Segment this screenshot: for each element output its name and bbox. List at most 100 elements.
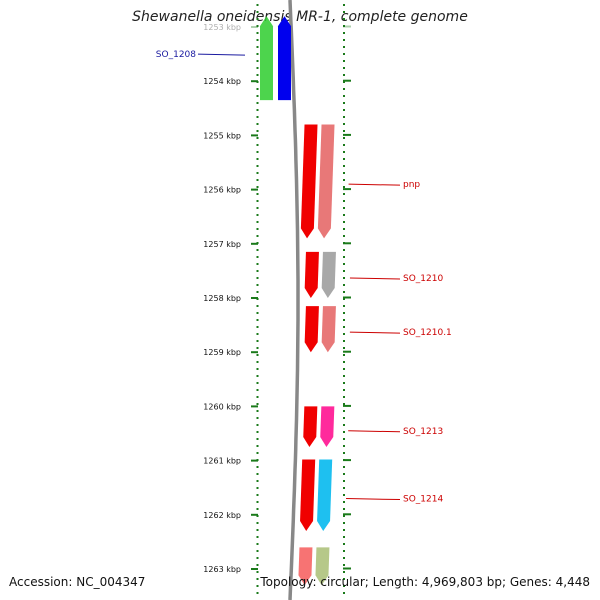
genome-backbone <box>288 0 300 600</box>
left-rail-dot <box>256 88 259 90</box>
left-rail-dot <box>256 67 259 69</box>
right-rail-dot <box>343 179 345 181</box>
right-rail-dot <box>343 95 345 97</box>
gene-feature-arrow <box>303 406 318 448</box>
right-rail-dot <box>343 557 345 559</box>
left-rail-dot <box>256 410 259 412</box>
left-rail-dot <box>256 130 259 132</box>
right-rail-dot <box>343 473 345 475</box>
left-rail-dot <box>256 368 259 370</box>
left-rail-dot <box>256 585 259 587</box>
right-rail-dot <box>343 396 345 398</box>
right-rail-dot <box>343 536 345 538</box>
right-rail-dot <box>343 487 345 489</box>
left-rail-dot <box>256 494 259 496</box>
cds-feature-arrow <box>315 547 330 586</box>
left-rail-dot <box>256 529 259 531</box>
gene-label: SO_1214 <box>403 495 443 505</box>
right-rail-dot <box>343 501 345 503</box>
left-rail-dot <box>256 284 259 286</box>
left-rail-dot <box>256 193 259 195</box>
right-rail-dot <box>343 74 345 76</box>
left-rail-dot <box>256 375 259 377</box>
right-rail-dot <box>343 81 345 83</box>
gene-label: SO_1210 <box>403 274 443 284</box>
left-rail-dot <box>256 291 259 293</box>
right-rail-dot <box>343 39 345 41</box>
gene-feature-arrow <box>300 459 316 532</box>
gene-feature-arrow <box>298 547 313 586</box>
left-rail-dot <box>256 165 259 167</box>
right-rail-dot <box>343 333 345 335</box>
ruler-tick-label: 1255 kbp <box>203 131 241 140</box>
gene-feature-arrow <box>304 306 319 353</box>
left-rail-dot <box>256 46 259 48</box>
right-rail-dot <box>343 172 345 174</box>
left-rail-dot <box>256 32 259 34</box>
cds-feature-arrow <box>317 459 333 532</box>
left-rail-dot <box>256 508 259 510</box>
right-rail-dot <box>343 228 345 230</box>
left-rail-dot <box>256 326 259 328</box>
right-rail-dot <box>343 32 345 34</box>
right-rail-dot <box>343 389 345 391</box>
left-rail-dot <box>256 340 259 342</box>
left-rail-dot <box>256 102 259 104</box>
right-rail-dot <box>343 508 345 510</box>
right-rail-dot <box>343 284 345 286</box>
left-rail-dot <box>256 158 259 160</box>
left-rail-dot <box>256 60 259 62</box>
left-rail-dot <box>256 74 259 76</box>
left-rail-dot <box>256 564 259 566</box>
left-rail-dot <box>256 270 259 272</box>
left-rail-dot <box>256 179 259 181</box>
right-rail-dot <box>343 109 345 111</box>
left-rail-dot <box>256 431 259 433</box>
right-rail-dot <box>343 571 345 573</box>
ruler-tick-label: 1261 kbp <box>203 457 241 466</box>
ruler-tick-label: 1256 kbp <box>203 186 241 195</box>
left-rail-dot <box>256 123 259 125</box>
right-rail-dot <box>343 340 345 342</box>
right-rail-dot <box>343 417 345 419</box>
left-rail-dot <box>256 228 259 230</box>
right-rail-dot <box>343 431 345 433</box>
right-rail-dot <box>343 256 345 258</box>
left-rail-dot <box>256 4 259 6</box>
left-rail-dot <box>256 144 259 146</box>
left-rail-dot <box>256 305 259 307</box>
right-rail-dot <box>343 249 345 251</box>
left-rail-dot <box>256 39 259 41</box>
right-rail-dot <box>343 480 345 482</box>
left-rail-dot <box>256 200 259 202</box>
ruler-tick-label: 1260 kbp <box>203 402 241 411</box>
left-rail-dot <box>256 382 259 384</box>
right-rail-dot <box>343 375 345 377</box>
left-rail-dot <box>256 333 259 335</box>
right-rail-dot <box>343 116 345 118</box>
right-rail-dot <box>343 312 345 314</box>
right-rail-dot <box>343 522 345 524</box>
left-rail-dot <box>256 578 259 580</box>
gene-label: SO_1210.1 <box>403 328 452 338</box>
right-rail-dot <box>343 382 345 384</box>
right-rail-dot <box>343 410 345 412</box>
right-rail-dot <box>343 235 345 237</box>
left-rail-dot <box>256 424 259 426</box>
right-rail-dot <box>343 578 345 580</box>
right-rail-dot <box>343 354 345 356</box>
right-rail-dot <box>343 158 345 160</box>
left-rail-dot <box>256 95 259 97</box>
gene-label: SO_1208 <box>156 50 196 60</box>
right-rail-dot <box>343 305 345 307</box>
left-rail-dot <box>256 536 259 538</box>
right-rail-dot <box>343 193 345 195</box>
right-rail-dot <box>343 207 345 209</box>
ruler-tick-label: 1253 kbp <box>203 23 241 32</box>
left-rail-dot <box>256 438 259 440</box>
left-rail-dot <box>256 256 259 258</box>
left-rail-dot <box>256 151 259 153</box>
gene-label: pnp <box>403 180 420 190</box>
left-rail-dot <box>256 522 259 524</box>
